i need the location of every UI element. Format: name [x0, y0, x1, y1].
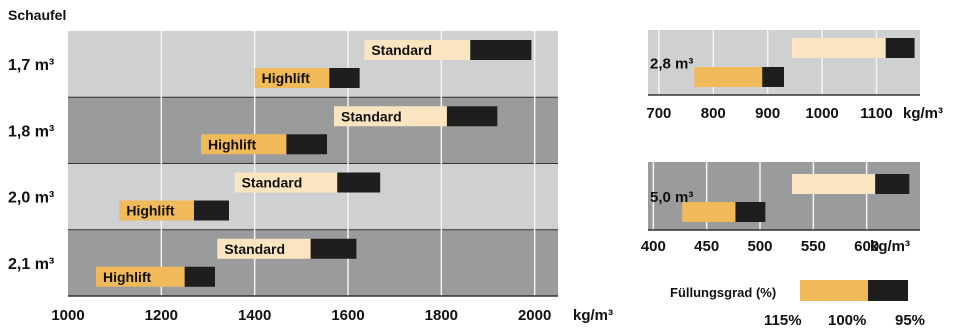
group-label-1-7-m: 1,7 m³ — [8, 57, 54, 74]
highlift-2-1-m-fill — [96, 266, 185, 287]
highlift-1-8-m-fill — [201, 134, 287, 155]
tick-label-2000: 2000 — [518, 307, 551, 324]
group-label-2-0-m: 2,0 m³ — [8, 190, 54, 207]
chart-2-8-bars — [694, 38, 915, 87]
tick-label-800: 800 — [701, 105, 726, 122]
highlift-2-0-m-label: Highlift — [126, 203, 175, 219]
tick-label-1800: 1800 — [425, 307, 458, 324]
tick-label-550: 550 — [801, 238, 826, 255]
group-label-2-8-m: 2,8 m³ — [650, 56, 693, 73]
standard-1-8-m-label: Standard — [341, 108, 402, 124]
chart-2-8-x-axis-label: kg/m³ — [903, 105, 943, 122]
standard-1-8-m-end — [446, 106, 498, 127]
tick-label-900: 900 — [755, 105, 780, 122]
standard-1-7-m-fill — [364, 40, 471, 60]
bar-5-0-m-end — [735, 202, 766, 222]
highlift-2-1-m-end — [184, 266, 215, 287]
chart-5-0-tick-labels: 400 450 500 550 600 — [641, 238, 879, 255]
tick-label-1000: 1000 — [805, 105, 838, 122]
tick-label-400: 400 — [641, 238, 666, 255]
highlift-2-0-m-fill — [119, 200, 194, 221]
chart-2-8-label: 2,8 m³ — [650, 56, 693, 73]
legend-title: Füllungsgrad (%) — [670, 285, 776, 300]
tick-label-600: 600 — [854, 238, 879, 255]
highlift-1-8-m-end — [286, 134, 327, 155]
legend-swatch-95 — [868, 280, 908, 301]
main-chart: Schaufel Standard Highlift Standard Highlif… — [8, 7, 613, 324]
chart-5-0-label: 5,0 m³ — [650, 189, 693, 206]
tick-label-500: 500 — [747, 238, 772, 255]
standard-2-1-m-label: Standard — [224, 241, 285, 257]
bar-2-8-m-fill — [792, 38, 886, 58]
legend-label-115: 115% — [764, 312, 802, 329]
bar-5-0-m-end — [875, 174, 910, 194]
group-label-2-1-m: 2,1 m³ — [8, 256, 54, 273]
standard-2-1-m-end — [310, 238, 357, 259]
main-tick-labels: 1000 1200 1400 1600 1800 2000 — [51, 307, 551, 324]
highlift-2-1-m-label: Highlift — [103, 269, 152, 285]
chart-header: Schaufel — [8, 7, 66, 23]
standard-2-0-m-fill — [234, 172, 338, 193]
legend: Füllungsgrad (%) 115% 100% 95% — [670, 280, 925, 329]
bar-2-8-m-fill — [694, 67, 763, 87]
tick-label-1100: 1100 — [860, 105, 893, 122]
standard-1-7-m-label: Standard — [371, 42, 432, 58]
bar-5-0-m-fill — [792, 174, 876, 194]
chart-5-0-x-axis-label: kg/m³ — [870, 238, 910, 255]
group-label-5-0-m: 5,0 m³ — [650, 189, 693, 206]
highlift-1-7-m-end — [329, 68, 360, 88]
standard-2-0-m-end — [337, 172, 381, 193]
legend-swatch-115 — [800, 280, 868, 301]
bar-5-0-m-fill — [682, 202, 736, 222]
legend-label-100: 100% — [828, 312, 866, 329]
standard-2-0-m-label: Standard — [242, 175, 303, 191]
tick-label-1200: 1200 — [145, 307, 178, 324]
tick-label-1600: 1600 — [331, 307, 364, 324]
chart-5-0-bars — [682, 174, 910, 222]
tick-label-1400: 1400 — [238, 307, 271, 324]
chart-2-8: 2,8 m³ 700 800 900 1000 1100 kg/m³ — [646, 30, 943, 122]
tick-label-1000: 1000 — [51, 307, 84, 324]
standard-1-8-m-fill — [334, 106, 447, 127]
bar-2-8-m-end — [885, 38, 915, 58]
highlift-1-8-m-label: Highlift — [208, 136, 257, 152]
standard-1-7-m-end — [470, 40, 532, 60]
highlift-2-0-m-end — [194, 200, 229, 221]
standard-2-1-m-fill — [217, 238, 311, 259]
group-label-1-8-m: 1,8 m³ — [8, 123, 54, 140]
main-bars: Standard Highlift Standard Highlift Standard… — [96, 40, 532, 287]
highlift-1-7-m-fill — [254, 68, 330, 88]
main-x-axis-label: kg/m³ — [573, 307, 613, 324]
legend-label-95: 95% — [895, 312, 925, 329]
chart-2-8-tick-labels: 700 800 900 1000 1100 — [646, 105, 892, 122]
chart-5-0: 5,0 m³ 400 450 500 550 600 kg/m³ — [641, 162, 920, 255]
tick-label-450: 450 — [694, 238, 719, 255]
highlift-1-7-m-label: Highlift — [262, 70, 311, 86]
main-group-labels: 1,7 m³ 1,8 m³ 2,0 m³ 2,1 m³ — [8, 57, 54, 273]
tick-label-700: 700 — [646, 105, 671, 122]
bar-2-8-m-end — [762, 67, 784, 87]
